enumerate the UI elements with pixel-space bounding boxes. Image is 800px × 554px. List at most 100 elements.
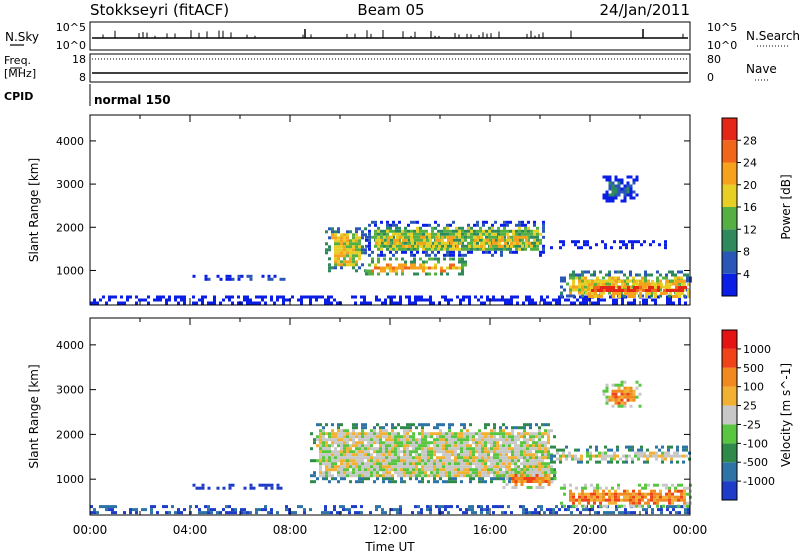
scatter-cell: [457, 447, 460, 451]
scatter-cell: [425, 253, 428, 257]
scatter-cell: [401, 247, 404, 251]
scatter-cell: [436, 438, 439, 442]
scatter-cell: [620, 181, 624, 185]
scatter-cell: [439, 462, 442, 466]
scatter-cell: [358, 438, 361, 442]
scatter-cell: [632, 178, 636, 182]
scatter-cell: [343, 260, 346, 264]
scatter-cell: [493, 429, 496, 433]
scatter-cell: [437, 235, 440, 239]
scatter-cell: [639, 292, 642, 295]
scatter-cell: [442, 435, 445, 439]
scatter-cell: [564, 508, 567, 512]
scatter-cell: [222, 508, 225, 512]
scatter-cell: [319, 435, 322, 439]
scatter-cell: [596, 276, 599, 280]
scatter-cell: [343, 257, 346, 261]
scatter-cell: [505, 465, 508, 469]
scatter-cell: [523, 441, 526, 445]
scatter-cell: [542, 229, 545, 233]
scatter-cell: [511, 459, 514, 463]
scatter-cell: [623, 404, 627, 408]
scatter-cell: [517, 426, 520, 430]
scatter-cell: [343, 236, 346, 240]
scatter-cell: [560, 276, 563, 280]
scatter-cell: [461, 229, 464, 233]
scatter-cell: [331, 438, 334, 442]
scatter-cell: [484, 459, 487, 463]
scatter-cell: [388, 462, 391, 466]
scatter-cell: [457, 456, 460, 460]
scatter-cell: [683, 498, 686, 502]
scatter-cell: [632, 489, 635, 493]
scatter-cell: [358, 435, 361, 439]
scatter-cell: [425, 247, 428, 251]
scatter-cell: [385, 459, 388, 463]
scatter-cell: [544, 450, 547, 454]
scatter-cell: [355, 269, 358, 273]
scatter-cell: [611, 395, 615, 399]
scatter-cell: [411, 301, 414, 305]
scatter-cell: [481, 450, 484, 454]
scatter-cell: [325, 462, 328, 466]
scatter-cell: [567, 508, 570, 512]
scatter-cell: [558, 295, 561, 299]
scatter-cell: [535, 486, 539, 489]
scatter-cell: [449, 266, 452, 270]
scatter-cell: [423, 298, 426, 302]
scatter-cell: [662, 504, 665, 508]
scatter-cell: [678, 286, 681, 289]
scatter-cell: [502, 486, 506, 489]
scatter-cell: [656, 483, 659, 487]
scatter-cell: [503, 244, 506, 248]
scatter-cell: [409, 459, 412, 463]
scatter-cell: [523, 423, 526, 427]
scatter-cell: [524, 229, 527, 233]
scatter-cell: [637, 454, 640, 458]
scatter-cell: [469, 471, 472, 475]
scatter-cell: [339, 505, 342, 509]
scatter-cell: [404, 226, 407, 230]
scatter-cell: [243, 486, 247, 490]
scatter-cell: [448, 450, 451, 454]
scatter-cell: [413, 220, 416, 224]
scatter-cell: [210, 301, 213, 305]
scatter-cell: [598, 460, 601, 464]
scatter-cell: [430, 450, 433, 454]
scatter-cell: [633, 298, 636, 302]
scatter-cell: [682, 448, 685, 452]
scatter-cell: [627, 301, 630, 305]
scatter-cell: [612, 283, 615, 286]
scatter-cell: [687, 508, 690, 512]
scatter-cell: [349, 453, 352, 457]
scatter-cell: [358, 432, 361, 436]
scatter-cell: [425, 235, 428, 239]
colorbar-tick-label: 28: [743, 134, 757, 147]
scatter-cell: [591, 292, 594, 295]
scatter-cell: [597, 280, 600, 283]
scatter-cell: [361, 480, 364, 484]
scatter-cell: [322, 438, 325, 442]
scatter-cell: [511, 441, 514, 445]
scatter-cell: [413, 257, 416, 261]
scatter-cell: [478, 438, 481, 442]
scatter-cell: [553, 454, 556, 458]
scatter-cell: [468, 244, 471, 248]
scatter-cell: [511, 486, 515, 489]
scatter-cell: [514, 486, 518, 489]
scatter-cell: [547, 429, 550, 433]
scatter-cell: [403, 447, 406, 451]
scatter-cell: [498, 238, 501, 242]
scatter-cell: [516, 238, 519, 242]
scatter-cell: [457, 465, 460, 469]
scatter-cell: [588, 295, 591, 298]
scatter-cell: [487, 465, 490, 469]
scatter-cell: [454, 438, 457, 442]
scatter-cell: [666, 505, 669, 509]
scatter-cell: [391, 462, 394, 466]
scatter-cell: [424, 456, 427, 460]
scatter-cell: [558, 301, 561, 305]
scatter-cell: [589, 445, 592, 449]
scatter-cell: [385, 471, 388, 475]
scatter-cell: [380, 250, 383, 254]
